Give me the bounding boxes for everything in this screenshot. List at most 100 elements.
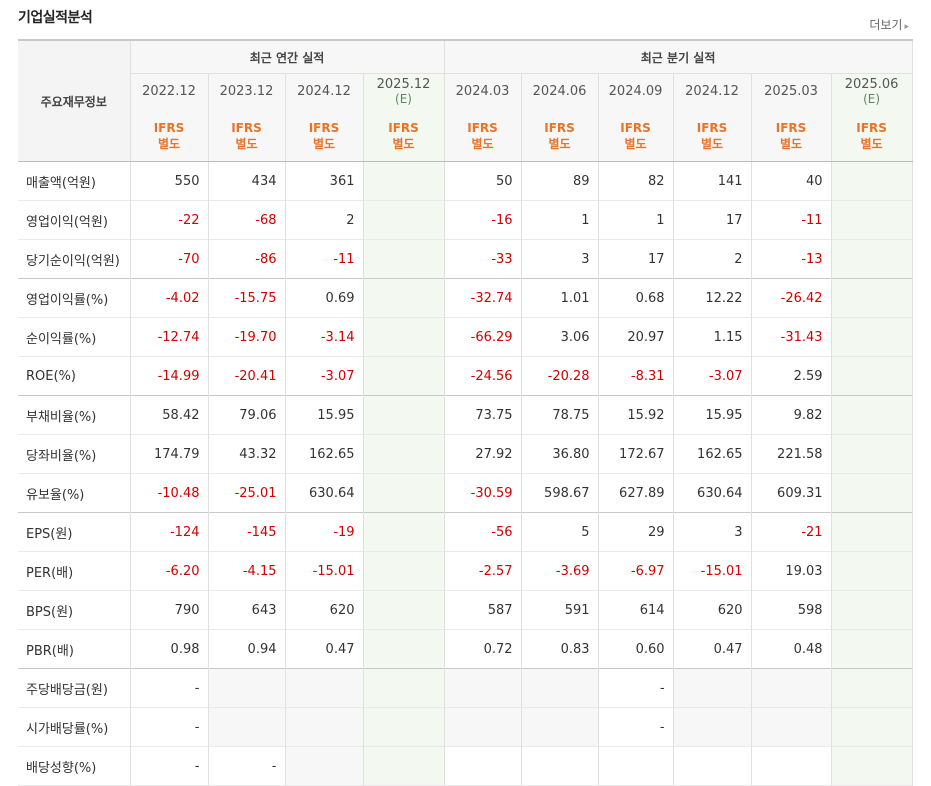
- table-cell: 598: [751, 590, 832, 630]
- table-row: 매출액(억원) 550 434 361 50 89 82 141 40: [18, 161, 913, 201]
- table-cell: -3.07: [673, 356, 752, 396]
- table-cell: [831, 746, 913, 786]
- table-cell: 20.97: [598, 317, 674, 357]
- table-cell: [521, 707, 599, 747]
- ifrs-basis: IFRS 별도: [751, 110, 832, 162]
- period-date: 2025.12: [376, 77, 431, 92]
- ifrs-label: IFRS: [620, 120, 651, 135]
- ifrs-label: IFRS: [775, 120, 807, 135]
- table-row: 영업이익률(%) -4.02 -15.75 0.69 -32.74 1.01 0.68 12.…: [18, 278, 913, 318]
- group-quarterly: 최근 분기 실적: [443, 39, 913, 74]
- table-cell: -16: [443, 200, 522, 240]
- table-cell: [831, 161, 913, 201]
- period-header: 2025.12 (E): [363, 73, 445, 110]
- separate-label: 별도: [471, 136, 494, 151]
- ifrs-basis: IFRS 별도: [521, 110, 599, 162]
- period-date: 2024.12: [297, 84, 351, 99]
- separate-label: 별도: [780, 136, 803, 151]
- ifrs-basis: IFRS 별도: [208, 110, 286, 162]
- table-cell: [831, 551, 913, 591]
- table-cell: 598.67: [521, 473, 599, 513]
- table-cell: [598, 746, 674, 786]
- table-row: 영업이익(억원) -22 -68 2 -16 1 1 17 -11: [18, 200, 913, 240]
- table-row: 시가배당률(%) - -: [18, 707, 913, 747]
- table-cell: -3.14: [285, 317, 364, 357]
- ifrs-label: IFRS: [467, 120, 498, 135]
- table-cell: [521, 668, 599, 708]
- table-cell: -56: [443, 512, 522, 552]
- table-cell: 0.48: [751, 629, 832, 669]
- table-cell: -19: [285, 512, 364, 552]
- ifrs-label: IFRS: [544, 120, 575, 135]
- table-cell: -70: [130, 239, 209, 279]
- period-date: 2024.03: [455, 84, 510, 99]
- table-row: 유보율(%) -10.48 -25.01 630.64 -30.59 598.67 627.…: [18, 473, 913, 513]
- table-cell: [363, 551, 445, 591]
- table-cell: [673, 746, 752, 786]
- table-cell: [363, 746, 445, 786]
- row-label: 당기순이익(억원): [18, 239, 131, 279]
- table-cell: -24.56: [443, 356, 522, 396]
- table-cell: 141: [673, 161, 752, 201]
- table-cell: -19.70: [208, 317, 286, 357]
- table-cell: [831, 395, 913, 435]
- table-cell: [751, 746, 832, 786]
- ifrs-label: IFRS: [308, 120, 340, 135]
- table-cell: [363, 395, 445, 435]
- table-cell: [285, 668, 364, 708]
- table-cell: 50: [443, 161, 522, 201]
- triangle-right-icon: ▸: [904, 22, 909, 32]
- table-cell: [831, 473, 913, 513]
- table-cell: -: [598, 707, 674, 747]
- table-cell: 9.82: [751, 395, 832, 435]
- ifrs-label: IFRS: [388, 120, 419, 135]
- table-cell: 162.65: [285, 434, 364, 474]
- table-cell: -124: [130, 512, 209, 552]
- table-cell: -25.01: [208, 473, 286, 513]
- table-cell: -12.74: [130, 317, 209, 357]
- table-cell: 58.42: [130, 395, 209, 435]
- separate-label: 별도: [624, 136, 647, 151]
- ifrs-basis: IFRS 별도: [598, 110, 674, 162]
- table-cell: [831, 629, 913, 669]
- period-date: 2022.12: [142, 84, 196, 99]
- period-header: 2023.12: [208, 73, 286, 110]
- table-cell: 609.31: [751, 473, 832, 513]
- table-cell: [831, 434, 913, 474]
- table-cell: -31.43: [751, 317, 832, 357]
- row-label: 배당성향(%): [18, 746, 131, 786]
- row-label: ROE(%): [18, 356, 131, 396]
- separate-label: 별도: [548, 136, 571, 151]
- table-cell: -: [208, 746, 286, 786]
- table-cell: [521, 746, 599, 786]
- table-cell: 591: [521, 590, 599, 630]
- table-cell: 587: [443, 590, 522, 630]
- table-cell: 361: [285, 161, 364, 201]
- table-cell: [831, 317, 913, 357]
- table-cell: 0.69: [285, 278, 364, 318]
- table-cell: -11: [751, 200, 832, 240]
- table-cell: 0.68: [598, 278, 674, 318]
- table-row: 주당배당금(원) - -: [18, 668, 913, 708]
- more-link[interactable]: 더보기 ▸: [869, 16, 909, 33]
- ifrs-basis: IFRS 별도: [831, 110, 913, 162]
- table-cell: 2: [673, 239, 752, 279]
- period-header: 2025.03: [751, 73, 832, 110]
- period-header: 2024.06: [521, 73, 599, 110]
- table-cell: -10.48: [130, 473, 209, 513]
- table-cell: [831, 356, 913, 396]
- row-label: 당좌비율(%): [18, 434, 131, 474]
- table-cell: [673, 668, 752, 708]
- table-cell: -: [598, 668, 674, 708]
- table-cell: -6.97: [598, 551, 674, 591]
- table-cell: -22: [130, 200, 209, 240]
- table-cell: -8.31: [598, 356, 674, 396]
- period-header: 2024.12: [285, 73, 364, 110]
- table-cell: 620: [673, 590, 752, 630]
- table-cell: 0.83: [521, 629, 599, 669]
- table-cell: 630.64: [673, 473, 752, 513]
- ifrs-label: IFRS: [153, 120, 185, 135]
- table-cell: -6.20: [130, 551, 209, 591]
- ifrs-label: IFRS: [696, 120, 728, 135]
- table-cell: -86: [208, 239, 286, 279]
